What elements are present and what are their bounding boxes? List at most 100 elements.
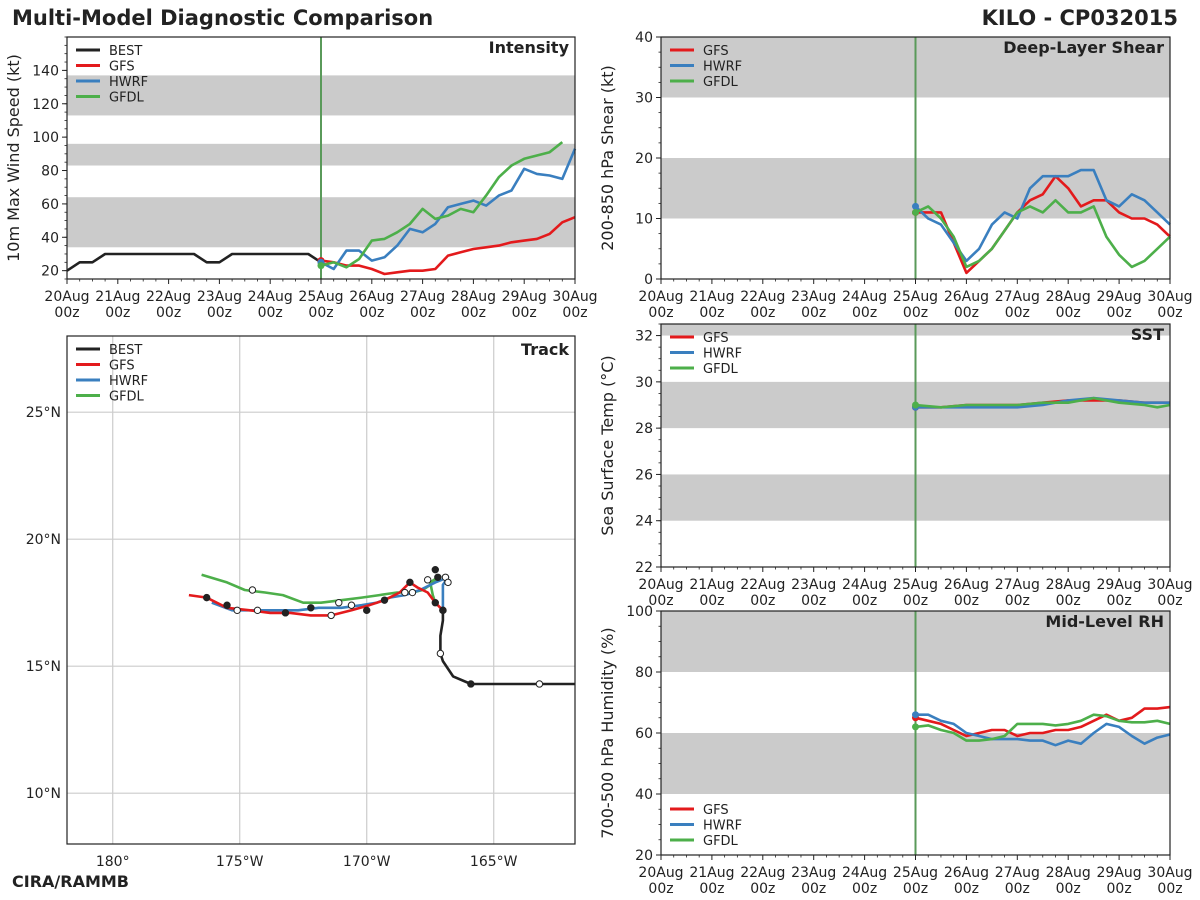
x-tick-label-date: 25Aug [298, 289, 343, 305]
y-tick-label: 100 [32, 130, 59, 146]
x-tick-label-date: 24Aug [842, 865, 887, 881]
x-tick-label-hour: 00z [308, 305, 333, 321]
x-tick-label-date: 30Aug [1147, 289, 1192, 305]
x-tick-label-date: 26Aug [944, 289, 989, 305]
x-tick-label-date: 29Aug [502, 289, 547, 305]
x-tick-label-date: 29Aug [1097, 289, 1142, 305]
x-tick-label-hour: 00z [1157, 881, 1182, 897]
x-tick-label-hour: 00z [750, 593, 775, 609]
x-tick-label-hour: 00z [801, 881, 826, 897]
x-tick-label-date: 27Aug [995, 289, 1040, 305]
track-point-best [439, 606, 447, 615]
series-line-hwrf [915, 396, 1170, 409]
panel-title: Mid-Level RH [1045, 612, 1164, 631]
x-tick-label-hour: 00z [207, 305, 232, 321]
series-line-gfs [915, 174, 1171, 275]
track-point-gfdl [423, 576, 432, 584]
plot-frame [66, 335, 576, 845]
track-point-gfs [431, 565, 439, 574]
series-line-gfdl [915, 396, 1171, 409]
track-point-gfs [406, 578, 414, 587]
y-tick-label: 140 [32, 63, 59, 79]
x-tick-label-date: 22Aug [740, 865, 785, 881]
x-tick-label-date: 23Aug [791, 865, 836, 881]
x-tick-label-date: 28Aug [1046, 865, 1091, 881]
x-tick-label-hour: 00z [1005, 881, 1030, 897]
y-tick-label: 22 [635, 560, 653, 576]
x-tick-label-hour: 00z [512, 305, 537, 321]
lat-tick-label: 15°N [26, 659, 61, 675]
legend-label-gfdl: GFDL [703, 75, 739, 90]
x-tick-label-date: 26Aug [944, 577, 989, 593]
x-tick-label-hour: 00z [359, 305, 384, 321]
y-tick-label: 24 [635, 514, 653, 530]
y-axis-label: 10m Max Wind Speed (kt) [4, 54, 23, 262]
x-tick-label-date: 29Aug [1097, 577, 1142, 593]
x-tick-label-date: 30Aug [552, 289, 597, 305]
credit-label: CIRA/RAMMB [12, 872, 129, 891]
y-tick-label: 60 [635, 726, 653, 742]
init-point-gfdl [912, 208, 919, 216]
track-point-hwrf [444, 578, 452, 587]
track-point-hwrf [307, 604, 315, 612]
track-line-best [439, 610, 575, 686]
init-point-gfdl [317, 262, 325, 270]
x-tick-label-hour: 00z [954, 593, 979, 609]
x-tick-label-hour: 00z [562, 305, 587, 321]
x-tick-label-date: 20Aug [638, 289, 683, 305]
y-tick-label: 20 [41, 264, 59, 280]
x-tick-label-hour: 00z [1005, 305, 1030, 321]
x-tick-label-hour: 00z [954, 305, 979, 321]
track-point-hwrf [347, 601, 356, 609]
x-tick-label-hour: 00z [852, 593, 877, 609]
legend-label-best: BEST [109, 44, 142, 59]
panel-title: SST [1131, 325, 1164, 344]
legend-label-hwrf: HWRF [109, 374, 148, 389]
track-point-gfs [327, 611, 335, 620]
y-axis-label: Sea Surface Temp (°C) [598, 355, 617, 535]
x-tick-label-hour: 00z [801, 593, 826, 609]
legend-label-hwrf: HWRF [703, 819, 742, 834]
x-tick-label-date: 28Aug [451, 289, 496, 305]
x-tick-label-date: 21Aug [689, 289, 734, 305]
x-tick-label-hour: 00z [461, 305, 486, 321]
x-tick-label-hour: 00z [648, 881, 673, 897]
legend-label-gfdl: GFDL [703, 834, 739, 849]
track-point-best [467, 680, 475, 688]
lat-tick-label: 10°N [26, 786, 61, 802]
y-tick-label: 26 [635, 467, 653, 483]
x-tick-label-date: 26Aug [944, 865, 989, 881]
track-point-gfdl [434, 573, 442, 581]
init-point-gfdl [912, 401, 919, 409]
x-tick-label-date: 24Aug [842, 289, 887, 305]
panel-shear: 01020304020Aug00z21Aug00z22Aug00z23Aug00… [598, 30, 1193, 321]
legend-label-gfs: GFS [109, 359, 135, 374]
x-tick-label-date: 21Aug [95, 289, 140, 305]
x-tick-label-hour: 00z [852, 305, 877, 321]
track-point-gfdl [401, 588, 409, 597]
series-line-gfdl [320, 141, 564, 269]
x-tick-label-date: 23Aug [197, 289, 242, 305]
x-tick-label-hour: 00z [699, 593, 724, 609]
x-tick-label-hour: 00z [750, 881, 775, 897]
y-tick-label: 100 [626, 604, 653, 620]
track-line-gfs [188, 581, 444, 617]
x-tick-label-date: 28Aug [1046, 577, 1091, 593]
series-line-gfs [320, 215, 576, 276]
track-point-gfs [363, 606, 371, 615]
panel-sst: 22242628303220Aug00z21Aug00z22Aug00z23Au… [598, 323, 1193, 609]
x-tick-label-hour: 00z [1157, 305, 1182, 321]
y-tick-label: 80 [41, 164, 59, 180]
track-point-gfs [223, 601, 231, 609]
x-tick-label-date: 29Aug [1097, 865, 1142, 881]
x-tick-label-date: 28Aug [1046, 289, 1091, 305]
x-tick-label-hour: 00z [801, 305, 826, 321]
x-tick-label-hour: 00z [1107, 593, 1132, 609]
x-tick-label-date: 20Aug [638, 577, 683, 593]
x-tick-label-date: 24Aug [842, 577, 887, 593]
x-tick-label-date: 21Aug [689, 865, 734, 881]
y-axis-label: 200-850 hPa Shear (kt) [598, 65, 617, 251]
init-point-hwrf [912, 711, 919, 719]
track-point-gfs [281, 609, 290, 617]
y-tick-label: 60 [41, 197, 59, 213]
